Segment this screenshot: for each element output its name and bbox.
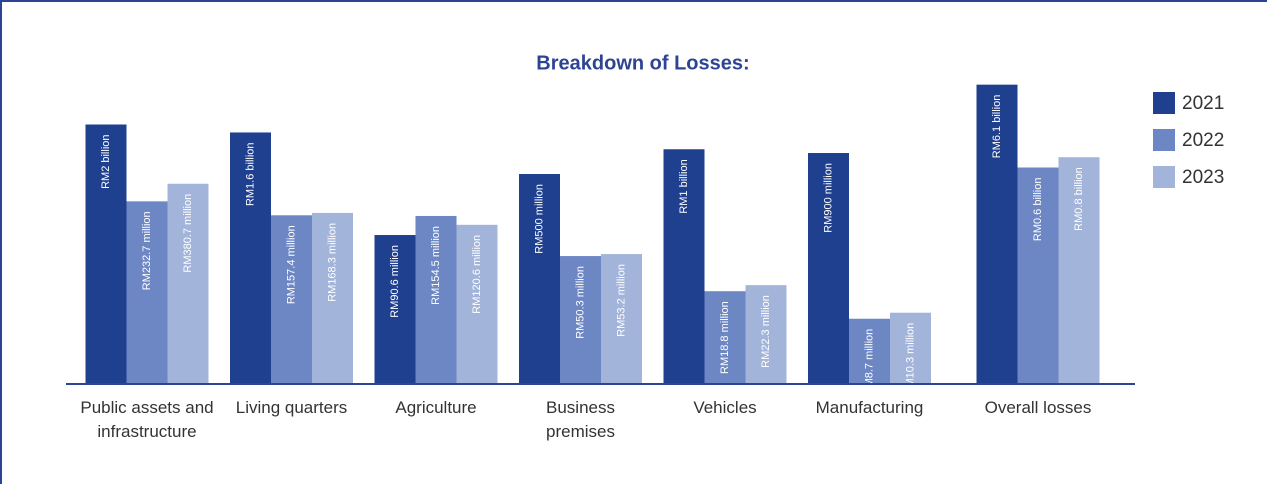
value-label: RM232.7 million [141, 211, 153, 290]
x-tick-label: Living quarters [235, 398, 348, 417]
value-label: RM380.7 million [182, 194, 194, 273]
value-label: RM8.7 million [863, 329, 875, 396]
bar [456, 224, 498, 384]
x-tick-label: Business premises [546, 398, 615, 441]
value-label: RM500 million [533, 184, 545, 254]
bar [560, 256, 601, 384]
x-tick-label: Vehicles [693, 398, 757, 417]
legend-label: 2022 [1182, 130, 1224, 151]
bar [85, 124, 127, 384]
value-label: RM18.8 million [719, 301, 731, 374]
x-tick-label: Manufacturing [815, 398, 924, 417]
value-label: RM168.3 million [326, 223, 338, 302]
value-label: RM50.3 million [574, 266, 586, 339]
bar [849, 318, 890, 384]
legend-swatch [1153, 166, 1175, 188]
bar [1058, 157, 1100, 384]
bar [704, 291, 746, 384]
value-label: RM900 million [822, 163, 834, 233]
legend-label: 2023 [1182, 167, 1224, 188]
legend-swatch [1153, 129, 1175, 151]
value-label: RM0.6 billion [1032, 178, 1044, 242]
x-tick-label: Public assets and infrastructure [80, 398, 214, 441]
bar [663, 149, 705, 384]
value-label: RM53.2 million [615, 264, 627, 337]
value-label: RM90.6 million [389, 245, 401, 318]
bar [312, 212, 353, 384]
value-label: RM157.4 million [285, 225, 297, 304]
value-label: RM2 billion [100, 134, 112, 188]
legend-swatch [1153, 92, 1175, 114]
bar [230, 132, 271, 384]
bar [976, 84, 1018, 384]
value-label: RM0.8 billion [1073, 167, 1085, 231]
legend-label: 2021 [1182, 93, 1224, 114]
value-label: RM1 billion [678, 159, 690, 213]
x-tick-label: Overall losses [984, 398, 1092, 417]
bar [745, 285, 787, 384]
bar [890, 312, 931, 384]
bar [167, 183, 209, 384]
bar [271, 215, 312, 384]
value-label: RM22.3 million [760, 295, 772, 368]
value-label: RM120.6 million [471, 235, 483, 314]
chart-title: Breakdown of Losses: [536, 52, 749, 74]
bar [601, 254, 642, 384]
value-label: RM1.6 billion [244, 142, 256, 206]
bar [415, 215, 457, 384]
x-tick-label: Agriculture [395, 398, 477, 417]
bar [374, 235, 416, 384]
bar [519, 174, 560, 384]
bar [1017, 167, 1059, 384]
bar [126, 201, 168, 384]
value-label: RM10.3 million [904, 323, 916, 396]
value-label: RM6.1 billion [991, 95, 1003, 159]
value-label: RM154.5 million [430, 226, 442, 305]
bar [808, 153, 849, 384]
